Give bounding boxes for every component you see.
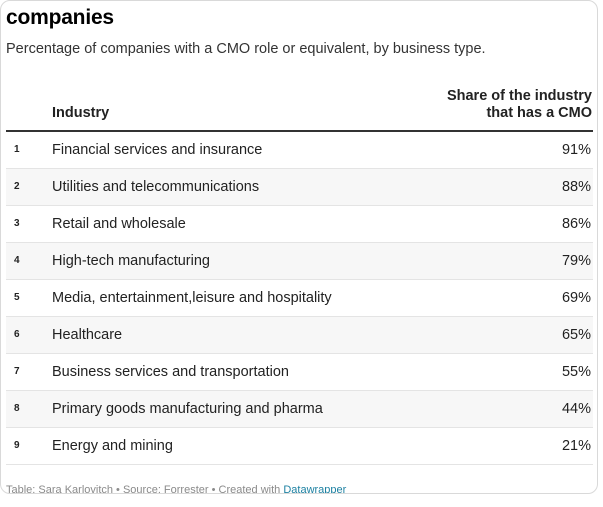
row-rank: 9: [14, 440, 20, 451]
table-row: 6 Healthcare 65%: [6, 317, 593, 354]
row-rank: 4: [14, 255, 20, 266]
footer-credit-text: Table: Sara Karlovitch • Source: Forrest…: [6, 484, 284, 494]
row-industry: Healthcare: [52, 327, 123, 343]
row-rank: 5: [14, 292, 20, 303]
row-value: 65%: [561, 327, 591, 343]
footer-credit: Table: Sara Karlovitch • Source: Forrest…: [6, 483, 347, 494]
row-industry: Media, entertainment,leisure and hospita…: [52, 290, 332, 306]
subtitle: Percentage of companies with a CMO role …: [6, 41, 486, 57]
row-value: 55%: [561, 364, 591, 380]
column-header-share-line1: Share of the industry: [446, 88, 592, 104]
row-rank: 3: [14, 218, 20, 229]
row-industry: Energy and mining: [52, 438, 173, 454]
row-value: 21%: [561, 438, 591, 454]
table-row: 2 Utilities and telecommunications 88%: [6, 169, 593, 206]
column-header-share[interactable]: Share of the industry that has a CMO: [447, 88, 592, 122]
table-card: companies Percentage of companies with a…: [0, 0, 598, 494]
row-value: 79%: [561, 253, 591, 269]
row-rank: 1: [14, 144, 20, 155]
table-row: 9 Energy and mining 21%: [6, 428, 593, 465]
row-value: 69%: [561, 290, 591, 306]
row-rank: 7: [14, 366, 20, 377]
table-header[interactable]: Industry Share of the industry that has …: [6, 85, 593, 132]
row-value: 91%: [561, 142, 591, 158]
table-row: 3 Retail and wholesale 86%: [6, 206, 593, 243]
page-title: companies: [6, 6, 114, 29]
table-row: 4 High-tech manufacturing 79%: [6, 243, 593, 280]
row-rank: 2: [14, 181, 20, 192]
column-header-share-line2: that has a CMO: [486, 105, 592, 121]
row-value: 44%: [561, 401, 591, 417]
row-value: 88%: [561, 179, 591, 195]
row-industry: High-tech manufacturing: [52, 253, 210, 269]
row-industry: Financial services and insurance: [52, 142, 263, 158]
data-table: Industry Share of the industry that has …: [6, 85, 593, 465]
datawrapper-link[interactable]: Datawrapper: [283, 484, 347, 494]
row-industry: Primary goods manufacturing and pharma: [52, 401, 323, 417]
row-industry: Retail and wholesale: [52, 216, 186, 232]
table-body: 1 Financial services and insurance 91% 2 Uti…: [6, 132, 593, 465]
column-header-industry[interactable]: Industry: [52, 105, 110, 121]
row-industry: Utilities and telecommunications: [52, 179, 260, 195]
table-row: 7 Business services and transportation 55%: [6, 354, 593, 391]
row-industry: Business services and transportation: [52, 364, 289, 380]
row-rank: 8: [14, 403, 20, 414]
row-rank: 6: [14, 329, 20, 340]
table-row: 5 Media, entertainment,leisure and hospit…: [6, 280, 593, 317]
table-row: 8 Primary goods manufacturing and pharma 4…: [6, 391, 593, 428]
table-row: 1 Financial services and insurance 91%: [6, 132, 593, 169]
row-value: 86%: [561, 216, 591, 232]
